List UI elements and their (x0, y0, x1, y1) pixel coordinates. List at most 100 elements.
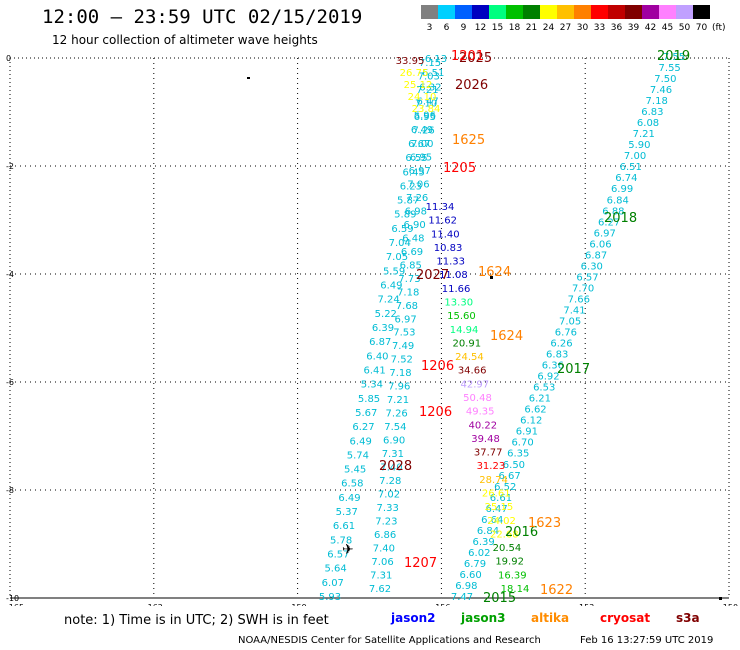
legend-label: 9 (460, 23, 467, 33)
track-label: 1625 (452, 133, 485, 148)
track-label: 2027 (416, 268, 449, 283)
swh-value: 6.07 (322, 578, 344, 589)
swh-value: 6.84 (477, 526, 499, 537)
swh-value: 6.45 (403, 167, 425, 178)
legend-label: 15 (491, 23, 504, 33)
lon-tick-label: -150 (720, 603, 738, 606)
swh-value: 6.13 (425, 54, 447, 65)
island-marker (490, 276, 493, 279)
legend-label: 6 (443, 23, 450, 33)
legend-swatch (676, 5, 693, 19)
swh-value: 6.61 (490, 493, 512, 504)
swh-value: 5.87 (397, 196, 419, 207)
lat-tick-label: -2 (6, 162, 14, 171)
track-label: 2028 (379, 459, 412, 474)
swh-value: 20.54 (493, 543, 522, 554)
swh-value: 6.67 (498, 471, 520, 482)
swh-value: 6.69 (401, 247, 423, 258)
track-label: 1622 (540, 583, 573, 598)
source-cryosat: cryosat (600, 611, 651, 625)
legend-swatch (574, 5, 591, 19)
swh-value: 5.59 (383, 266, 405, 277)
swh-value: 6.88 (602, 206, 624, 217)
island-marker (247, 77, 250, 79)
swh-value: 6.47 (485, 504, 507, 515)
swh-value: 7.54 (384, 422, 406, 433)
swh-value: 6.12 (520, 416, 542, 427)
lon-tick-label: -159 (289, 603, 307, 606)
track-label: 1623 (528, 516, 561, 531)
legend-swatch (591, 5, 608, 19)
swh-value: 14.94 (450, 325, 479, 336)
source-jason2: jason2 (391, 611, 436, 625)
swh-value: 6.83 (546, 350, 568, 361)
legend-label: 70 (695, 23, 708, 33)
swh-value: 7.10 (415, 98, 437, 109)
swh-value: 6.08 (637, 118, 659, 129)
swh-value: 6.51 (422, 68, 444, 79)
swh-value: 24.54 (455, 352, 484, 363)
swh-value: 7.04 (389, 238, 411, 249)
swh-value: 6.87 (585, 250, 607, 261)
swh-value: 6.97 (594, 228, 616, 239)
swh-value: 11.33 (436, 257, 465, 268)
swh-value: 25.15 (485, 502, 514, 513)
footer-note: note: 1) Time is in UTC; 2) SWH is in fe… (64, 613, 329, 628)
swh-value: 6.92 (537, 372, 559, 383)
swh-value: 6.39 (372, 323, 394, 334)
swh-value: 7.05 (386, 252, 408, 263)
swh-value: 6.40 (366, 351, 388, 362)
swh-value: 7.28 (379, 476, 401, 487)
legend-swatch (489, 5, 506, 19)
legend-label: 33 (593, 23, 606, 33)
swh-value: 34.66 (458, 366, 487, 377)
swh-value: 5.89 (394, 210, 416, 221)
swh-value: 6.84 (607, 195, 629, 206)
swh-value: 7.06 (371, 557, 393, 568)
track-label: 2018 (604, 211, 637, 226)
legend-swatch (659, 5, 676, 19)
swh-value: 50.48 (463, 393, 492, 404)
legend-swatch (540, 5, 557, 19)
swh-value: 7.46 (650, 85, 672, 96)
swh-value: 16.39 (498, 570, 527, 581)
swh-value: 6.79 (464, 559, 486, 570)
track-label: 2017 (557, 362, 590, 377)
legend-swatch (421, 5, 438, 19)
swh-value: 11.34 (426, 202, 455, 213)
swh-value: 6.76 (555, 328, 577, 339)
swh-value: 7.49 (392, 341, 414, 352)
legend-label: 3 (426, 23, 433, 33)
legend-swatch (608, 5, 625, 19)
swh-value: 6.06 (589, 239, 611, 250)
legend-swatch (455, 5, 472, 19)
swh-value: 6.49 (411, 125, 433, 136)
swh-value: 18.14 (501, 584, 530, 595)
legend-label: 45 (661, 23, 674, 33)
source-jason3: jason3 (461, 611, 506, 625)
legend-swatch (557, 5, 574, 19)
swh-value: 6.39 (472, 537, 494, 548)
swh-value: 7.02 (378, 490, 400, 501)
legend-label: 27 (559, 23, 572, 33)
lon-tick-label: -156 (432, 603, 450, 606)
swh-value: 7.26 (412, 125, 434, 136)
legend-swatch (625, 5, 642, 19)
swh-value: 6.02 (468, 548, 490, 559)
swh-value: 6.58 (341, 479, 363, 490)
swh-value: 6.98 (405, 206, 427, 217)
track-label: 1624 (490, 329, 523, 344)
swh-value: 7.00 (411, 139, 433, 150)
swh-value: 6.87 (369, 337, 391, 348)
track-label: 1624 (478, 265, 511, 280)
swh-value: 7.52 (391, 355, 413, 366)
legend-label: 39 (627, 23, 640, 33)
swh-value: 5.22 (375, 309, 397, 320)
swh-value: 6.55 (405, 153, 427, 164)
swh-value: 5.96 (414, 111, 436, 122)
swh-value: 6.35 (507, 449, 529, 460)
swh-value: 24.10 (408, 92, 437, 103)
swh-value: 6.85 (400, 260, 422, 271)
swh-value: 6.90 (383, 436, 405, 447)
swh-value: 33.95 (396, 56, 425, 67)
